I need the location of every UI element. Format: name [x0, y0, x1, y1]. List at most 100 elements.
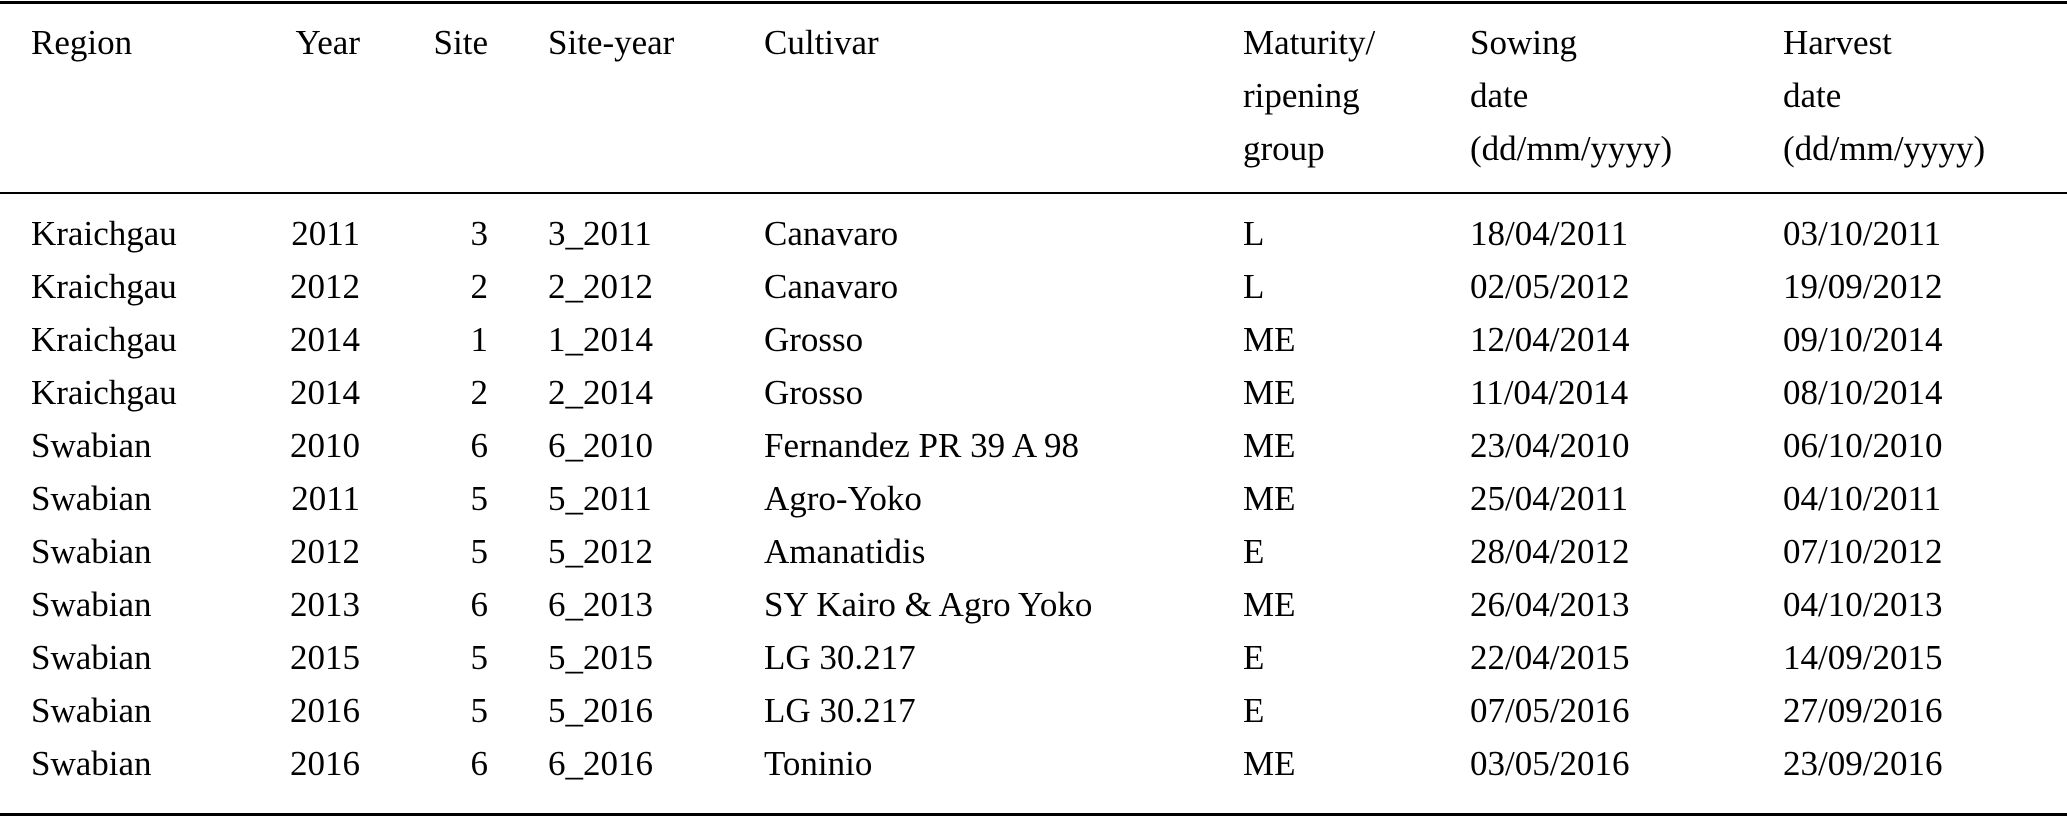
cell-region: Swabian [31, 426, 152, 465]
header-sowing-date: date [1470, 76, 1529, 115]
cell-harvest-date: 09/10/2014 [1783, 320, 1943, 359]
cell-year: 2011 [291, 479, 360, 518]
cell-cultivar: SY Kairo & Agro Yoko [764, 585, 1093, 624]
cell-site-year: 6_2013 [548, 585, 653, 624]
cell-cultivar: Fernandez PR 39 A 98 [764, 426, 1079, 465]
header-cultivar: Cultivar [764, 23, 879, 62]
cell-site-year: 2_2012 [548, 267, 653, 306]
cell-maturity-group: ME [1243, 744, 1296, 783]
cell-site: 6 [470, 585, 489, 624]
cell-sowing-date: 28/04/2012 [1470, 532, 1630, 571]
cell-site-year: 5_2012 [548, 532, 653, 571]
cell-sowing-date: 26/04/2013 [1470, 585, 1630, 624]
cell-sowing-date: 18/04/2011 [1470, 214, 1629, 253]
cell-harvest-date: 19/09/2012 [1783, 267, 1943, 306]
header-site: Site [433, 23, 488, 62]
cell-region: Swabian [31, 638, 152, 677]
cell-site-year: 1_2014 [548, 320, 653, 359]
header-year: Year [295, 23, 361, 62]
cell-site: 6 [470, 744, 489, 783]
cell-maturity-group: ME [1243, 320, 1296, 359]
cell-year: 2014 [290, 320, 360, 359]
cell-year: 2010 [290, 426, 360, 465]
cell-year: 2013 [290, 585, 360, 624]
cell-maturity-group: E [1243, 691, 1265, 730]
cell-site-year: 5_2015 [548, 638, 653, 677]
cell-harvest-date: 27/09/2016 [1783, 691, 1943, 730]
cell-region: Kraichgau [31, 214, 177, 253]
cell-sowing-date: 25/04/2011 [1470, 479, 1629, 518]
cell-site: 2 [470, 267, 489, 306]
cell-harvest-date: 04/10/2013 [1783, 585, 1943, 624]
cell-site-year: 6_2016 [548, 744, 653, 783]
top-rule [0, 1, 2067, 4]
cell-site: 2 [470, 373, 489, 412]
cell-sowing-date: 22/04/2015 [1470, 638, 1630, 677]
cell-harvest-date: 07/10/2012 [1783, 532, 1943, 571]
bottom-rule [0, 813, 2067, 816]
cell-sowing-date: 07/05/2016 [1470, 691, 1630, 730]
cell-year: 2016 [290, 744, 360, 783]
cell-sowing-date: 23/04/2010 [1470, 426, 1630, 465]
cell-cultivar: LG 30.217 [764, 638, 916, 677]
header-rule [0, 192, 2067, 194]
cell-year: 2011 [291, 214, 360, 253]
cell-cultivar: Agro-Yoko [764, 479, 922, 518]
cell-site: 5 [470, 479, 489, 518]
cell-region: Swabian [31, 532, 152, 571]
cell-year: 2016 [290, 691, 360, 730]
cell-maturity-group: ME [1243, 585, 1296, 624]
cell-site-year: 5_2011 [548, 479, 652, 518]
cell-harvest-date: 03/10/2011 [1783, 214, 1942, 253]
cell-sowing-date: 03/05/2016 [1470, 744, 1630, 783]
cell-harvest-date: 08/10/2014 [1783, 373, 1943, 412]
cell-site: 5 [470, 638, 489, 677]
cell-region: Swabian [31, 691, 152, 730]
cell-harvest-date: 14/09/2015 [1783, 638, 1943, 677]
cell-maturity-group: E [1243, 638, 1265, 677]
cell-cultivar: Canavaro [764, 214, 899, 253]
cell-site-year: 2_2014 [548, 373, 653, 412]
cell-sowing-date: 12/04/2014 [1470, 320, 1630, 359]
cell-region: Swabian [31, 585, 152, 624]
cell-year: 2012 [290, 267, 360, 306]
cell-site: 1 [470, 320, 489, 359]
cell-region: Kraichgau [31, 320, 177, 359]
header-site-year: Site-year [548, 23, 675, 62]
cell-maturity-group: ME [1243, 373, 1296, 412]
cell-site-year: 3_2011 [548, 214, 652, 253]
header-maturity-group: ripening [1243, 76, 1360, 115]
cell-cultivar: LG 30.217 [764, 691, 916, 730]
cell-site: 5 [470, 691, 489, 730]
header-harvest-date: date [1783, 76, 1842, 115]
cell-site: 5 [470, 532, 489, 571]
header-harvest-date: Harvest [1783, 23, 1892, 62]
cell-cultivar: Grosso [764, 320, 864, 359]
header-maturity-group: group [1243, 129, 1325, 168]
cell-site: 6 [470, 426, 489, 465]
cell-harvest-date: 06/10/2010 [1783, 426, 1943, 465]
cell-region: Kraichgau [31, 267, 177, 306]
cell-maturity-group: E [1243, 532, 1265, 571]
cell-region: Kraichgau [31, 373, 177, 412]
cell-site: 3 [470, 214, 489, 253]
cell-site-year: 5_2016 [548, 691, 653, 730]
cell-cultivar: Toninio [764, 744, 873, 783]
cell-maturity-group: L [1243, 214, 1265, 253]
cell-harvest-date: 23/09/2016 [1783, 744, 1943, 783]
header-harvest-date: (dd/mm/yyyy) [1783, 129, 1986, 168]
cell-maturity-group: ME [1243, 426, 1296, 465]
header-sowing-date: (dd/mm/yyyy) [1470, 129, 1673, 168]
cell-year: 2014 [290, 373, 360, 412]
header-sowing-date: Sowing [1470, 23, 1577, 62]
cell-sowing-date: 02/05/2012 [1470, 267, 1630, 306]
cell-harvest-date: 04/10/2011 [1783, 479, 1942, 518]
cell-region: Swabian [31, 744, 152, 783]
cell-site-year: 6_2010 [548, 426, 653, 465]
header-maturity-group: Maturity/ [1243, 23, 1376, 62]
cell-year: 2015 [290, 638, 360, 677]
header-region: Region [31, 23, 133, 62]
cell-cultivar: Grosso [764, 373, 864, 412]
cell-sowing-date: 11/04/2014 [1470, 373, 1629, 412]
cell-cultivar: Canavaro [764, 267, 899, 306]
